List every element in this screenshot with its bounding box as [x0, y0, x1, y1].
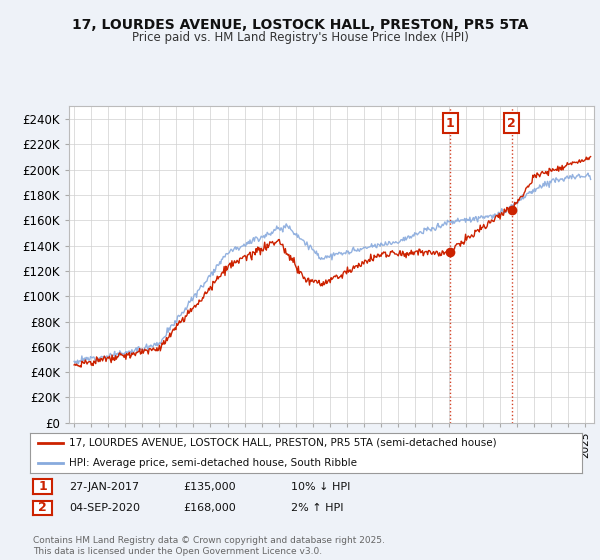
Text: 17, LOURDES AVENUE, LOSTOCK HALL, PRESTON, PR5 5TA: 17, LOURDES AVENUE, LOSTOCK HALL, PRESTO… — [72, 18, 528, 32]
Text: £168,000: £168,000 — [183, 503, 236, 513]
Text: £135,000: £135,000 — [183, 482, 236, 492]
Text: 1: 1 — [446, 116, 455, 129]
Text: 17, LOURDES AVENUE, LOSTOCK HALL, PRESTON, PR5 5TA (semi-detached house): 17, LOURDES AVENUE, LOSTOCK HALL, PRESTO… — [68, 437, 496, 447]
Text: 04-SEP-2020: 04-SEP-2020 — [69, 503, 140, 513]
Text: Contains HM Land Registry data © Crown copyright and database right 2025.
This d: Contains HM Land Registry data © Crown c… — [33, 536, 385, 556]
Text: Price paid vs. HM Land Registry's House Price Index (HPI): Price paid vs. HM Land Registry's House … — [131, 31, 469, 44]
Text: 2: 2 — [507, 116, 516, 129]
Text: 2% ↑ HPI: 2% ↑ HPI — [291, 503, 343, 513]
Text: 27-JAN-2017: 27-JAN-2017 — [69, 482, 139, 492]
Text: HPI: Average price, semi-detached house, South Ribble: HPI: Average price, semi-detached house,… — [68, 458, 356, 468]
Text: 10% ↓ HPI: 10% ↓ HPI — [291, 482, 350, 492]
Text: 1: 1 — [38, 480, 47, 493]
Text: 2: 2 — [38, 501, 47, 515]
